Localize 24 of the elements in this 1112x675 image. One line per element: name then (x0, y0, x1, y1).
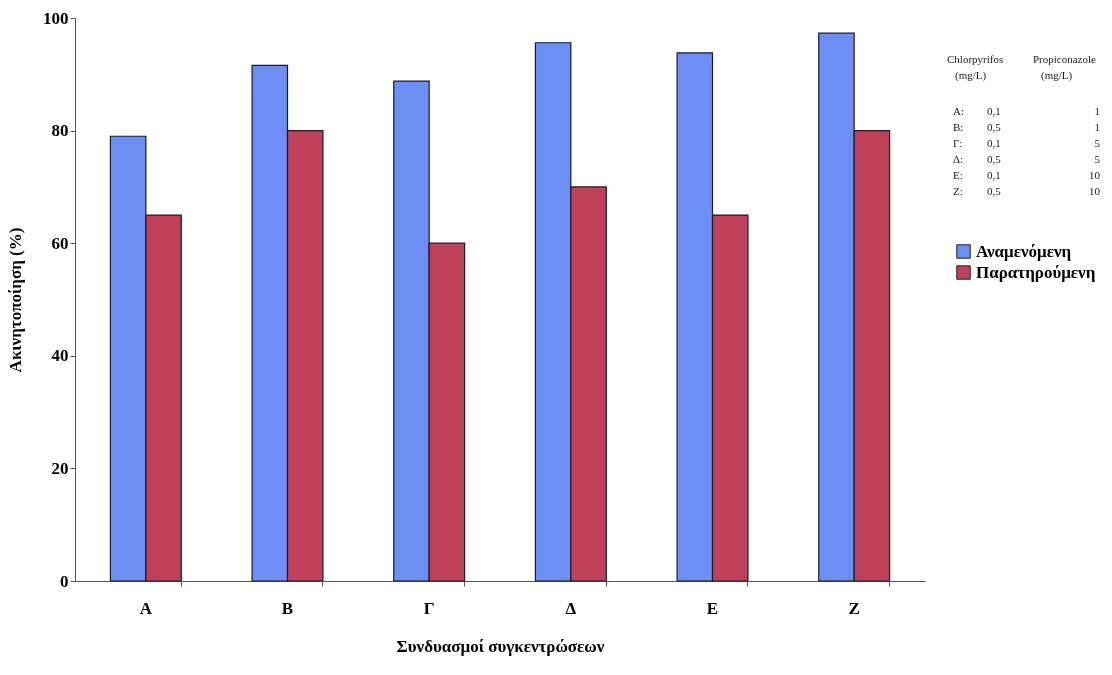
y-tick-label: 40 (51, 346, 69, 366)
text: Chlorpyrifos Propiconazole (947, 53, 1096, 65)
text: Ζ: 0,5 10 (953, 185, 1100, 197)
y-tick-label: 20 (51, 458, 69, 478)
x-tick-label: Δ (565, 598, 577, 618)
y-tick-label: 60 (51, 233, 69, 253)
text: Δ: 0,5 5 (953, 153, 1100, 165)
text: Γ: 0,1 5 (953, 137, 1100, 149)
legend-label: Παρατηρούμενη (976, 262, 1096, 282)
y-tick-label: 100 (43, 8, 69, 28)
legend-label: Αναμενόμενη (976, 241, 1072, 261)
x-tick-label: Α (139, 598, 153, 618)
text: (mg/L) (mg/L) (955, 69, 1073, 81)
text: Ε: 0,1 10 (953, 169, 1100, 181)
y-tick-label: 0 (60, 571, 69, 591)
y-axis-title: Ακινητοποίηση (%) (6, 227, 25, 373)
text: Β: 0,5 1 (953, 121, 1100, 133)
x-tick-label: Ζ (848, 598, 860, 618)
x-tick-label: Γ (423, 598, 435, 618)
x-axis-title: Συνδυασμοί συγκεντρώσεων (396, 636, 605, 656)
y-tick-label: 80 (51, 121, 69, 141)
text: Α: 0,1 1 (953, 105, 1100, 117)
x-tick-label: Β (281, 598, 294, 618)
x-tick-label: Ε (706, 598, 719, 618)
